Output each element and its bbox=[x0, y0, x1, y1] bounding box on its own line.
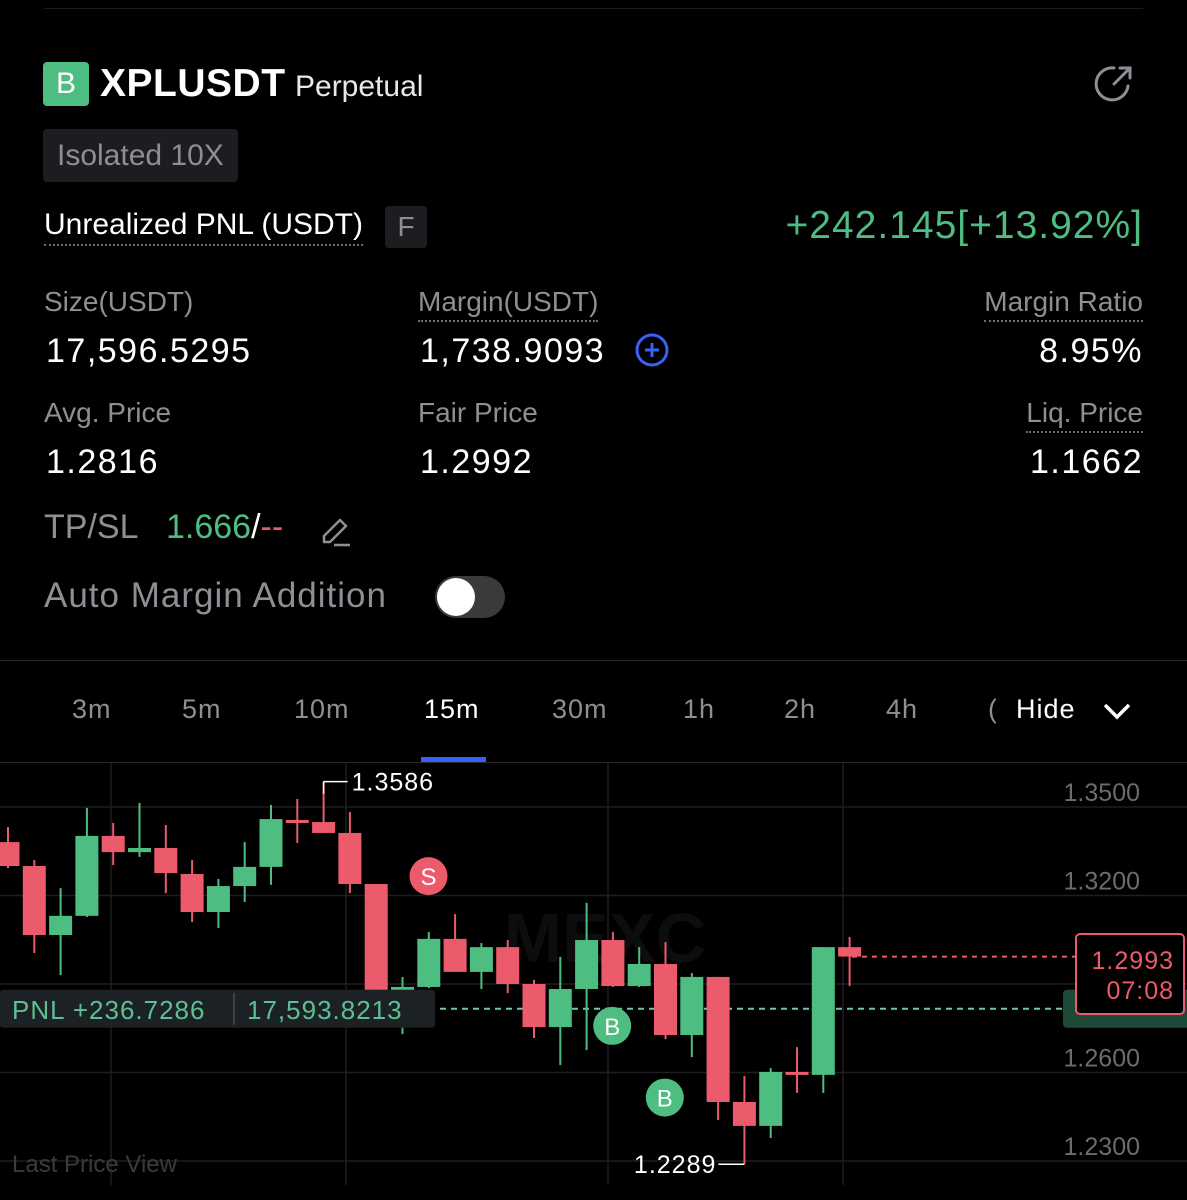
chart-top-border bbox=[0, 762, 1187, 763]
candle-body bbox=[601, 940, 625, 987]
hide-button[interactable]: Hide bbox=[1016, 694, 1076, 724]
margin-value: 1,738.9093 bbox=[420, 332, 606, 370]
tp-value: 1.666 bbox=[166, 508, 252, 546]
margin-ratio-value: 8.95% bbox=[1039, 332, 1143, 370]
pnl-overlay bbox=[0, 989, 435, 1028]
candle-body bbox=[522, 984, 546, 1028]
tab-5m[interactable]: 5m bbox=[182, 694, 222, 724]
candle-body bbox=[49, 915, 73, 936]
candle-body bbox=[443, 938, 467, 972]
auto-margin-toggle[interactable] bbox=[435, 576, 505, 618]
candle-body bbox=[496, 947, 520, 984]
avg-price-value: 1.2816 bbox=[46, 443, 159, 481]
tpsl-separator: / bbox=[251, 508, 261, 546]
unrealized-pnl-label[interactable]: Unrealized PNL (USDT) bbox=[44, 208, 363, 246]
candle-body bbox=[469, 947, 493, 972]
trade-marker-label: B bbox=[657, 1086, 673, 1113]
candle-body bbox=[654, 963, 677, 1036]
tab-1h[interactable]: 1h bbox=[683, 694, 716, 724]
size-label: Size(USDT) bbox=[44, 286, 194, 317]
high-price-label: 1.3586 bbox=[352, 769, 434, 797]
tpsl-label: TP/SL bbox=[44, 508, 139, 546]
candle-body bbox=[759, 1071, 783, 1126]
last-price-tag bbox=[1075, 933, 1185, 1015]
candle-body bbox=[680, 976, 704, 1036]
candle-body bbox=[128, 848, 151, 853]
candle-body bbox=[838, 947, 862, 957]
top-divider bbox=[44, 8, 1143, 9]
position-value-label: 17,593.8213 bbox=[247, 995, 403, 1025]
toggle-knob bbox=[437, 578, 475, 616]
candle-body bbox=[575, 940, 599, 990]
sell-marker bbox=[409, 857, 448, 896]
tab-2h[interactable]: 2h bbox=[784, 694, 817, 724]
candle-body bbox=[285, 819, 309, 823]
candle-body bbox=[154, 848, 178, 874]
candle-body bbox=[706, 976, 730, 1102]
y-axis-tick-label: 1.2600 bbox=[1064, 1045, 1140, 1073]
y-axis-tick-label: 1.3500 bbox=[1064, 779, 1140, 807]
margin-ratio-label[interactable]: Margin Ratio bbox=[984, 286, 1143, 322]
share-arrow-icon[interactable] bbox=[1090, 60, 1138, 108]
candle-body bbox=[732, 1102, 756, 1126]
liq-price-value: 1.1662 bbox=[1030, 443, 1143, 481]
candle-body bbox=[180, 873, 204, 913]
candle-body bbox=[312, 822, 336, 833]
candle-body bbox=[785, 1071, 809, 1075]
candle-body bbox=[233, 866, 257, 887]
candle-body bbox=[417, 938, 441, 987]
tpsl-value: 1.666/-- bbox=[166, 508, 283, 547]
side-badge: B bbox=[43, 62, 89, 106]
fair-price-value: 1.2992 bbox=[420, 443, 533, 481]
liq-price-label[interactable]: Liq. Price bbox=[1026, 397, 1143, 433]
candle-body bbox=[101, 835, 125, 853]
active-tab-indicator bbox=[421, 757, 486, 762]
tab-15m[interactable]: 15m bbox=[424, 694, 480, 724]
section-divider bbox=[0, 660, 1187, 661]
contract-type: Perpetual bbox=[295, 70, 424, 103]
pnl-overlay-label: PNL +236.7286 bbox=[12, 995, 205, 1025]
candle-body bbox=[75, 835, 99, 916]
candle-body bbox=[391, 986, 414, 990]
sl-value: -- bbox=[260, 508, 284, 546]
candle-body bbox=[206, 886, 230, 913]
trade-marker-label: S bbox=[420, 864, 436, 891]
f-badge[interactable]: F bbox=[385, 206, 427, 248]
avg-price-label: Avg. Price bbox=[44, 397, 172, 428]
add-margin-icon[interactable] bbox=[635, 333, 669, 367]
y-axis-tick-label: 1.3200 bbox=[1064, 868, 1140, 896]
candle-body bbox=[259, 819, 283, 867]
symbol-title[interactable]: XPLUSDT bbox=[100, 62, 286, 105]
last-price-value: 1.2993 bbox=[1092, 947, 1174, 975]
candle-body bbox=[548, 989, 572, 1028]
candle-body bbox=[338, 832, 362, 884]
margin-label[interactable]: Margin(USDT) bbox=[418, 286, 599, 322]
last-price-view-label: Last Price View bbox=[12, 1151, 178, 1178]
candle-body bbox=[0, 842, 20, 866]
buy-marker bbox=[645, 1078, 684, 1117]
fair-price-label: Fair Price bbox=[418, 397, 538, 428]
tab-4h[interactable]: 4h bbox=[886, 694, 919, 724]
candle-countdown: 07:08 bbox=[1106, 977, 1174, 1005]
trade-marker-label: B bbox=[604, 1014, 620, 1041]
auto-margin-label: Auto Margin Addition bbox=[44, 576, 387, 615]
candle-body bbox=[627, 963, 651, 987]
chevron-down-icon[interactable] bbox=[1101, 697, 1133, 725]
unrealized-pnl-value: +242.145[+13.92%] bbox=[785, 204, 1143, 247]
tab-truncated[interactable]: ( bbox=[988, 694, 996, 725]
buy-marker bbox=[593, 1006, 632, 1045]
tab-10m[interactable]: 10m bbox=[294, 694, 350, 724]
tab-30m[interactable]: 30m bbox=[552, 694, 608, 724]
candle-body bbox=[364, 883, 388, 990]
margin-mode-badge[interactable]: Isolated 10X bbox=[43, 129, 238, 182]
tab-3m[interactable]: 3m bbox=[72, 694, 112, 724]
size-value: 17,596.5295 bbox=[46, 332, 252, 370]
edit-pencil-icon[interactable] bbox=[318, 514, 352, 548]
candle-body bbox=[811, 947, 835, 1075]
low-price-label: 1.2289 bbox=[634, 1151, 716, 1179]
candle-body bbox=[22, 866, 46, 936]
y-axis-tick-label: 1.2300 bbox=[1064, 1133, 1140, 1161]
